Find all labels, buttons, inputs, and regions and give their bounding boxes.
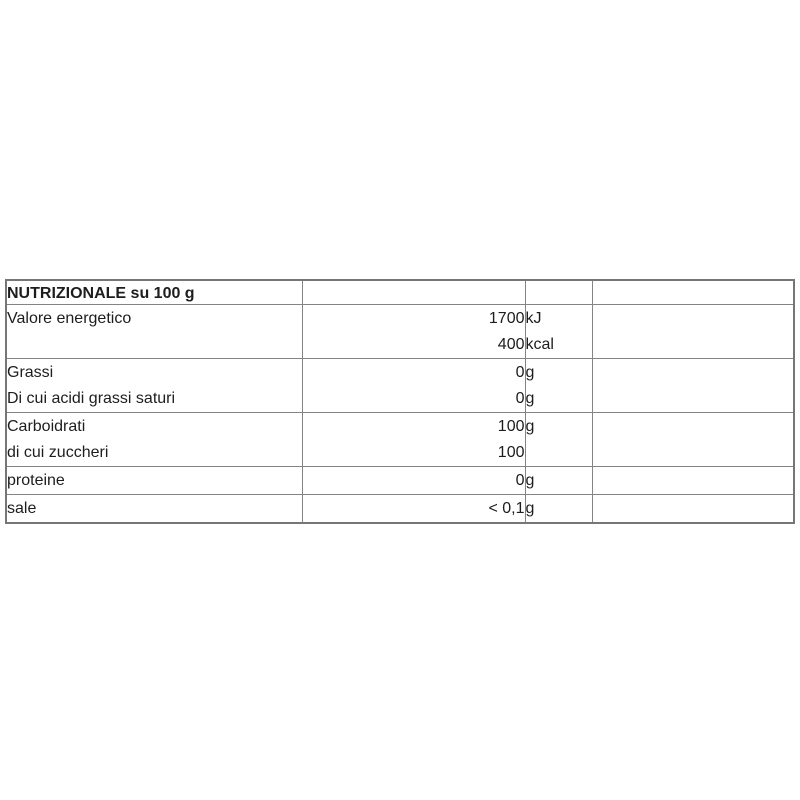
value-cell: 0 — [301, 466, 526, 495]
value-cell: < 0,1 — [301, 494, 526, 524]
value-text: 400 — [497, 336, 525, 353]
value-text: 1700 — [488, 310, 525, 327]
unit-text: kJ — [525, 310, 542, 327]
unit-cell: g g — [524, 358, 593, 413]
unit-text: kcal — [525, 336, 554, 353]
notes-cell — [591, 304, 795, 359]
table-title-cell: NUTRIZIONALE su 100 g — [5, 279, 303, 305]
value-text: 0 — [515, 364, 525, 381]
unit-text: g — [525, 364, 535, 381]
nutrient-sublabel: di cui zuccheri — [7, 444, 109, 461]
unit-cell: g — [524, 466, 593, 495]
nutrient-cell: Carboidrati di cui zuccheri — [5, 412, 303, 467]
header-empty-notes-cell — [591, 279, 795, 305]
nutrient-label: Carboidrati — [7, 418, 86, 435]
table-row-fat: Grassi Di cui acidi grassi saturi 0 0 g … — [5, 358, 795, 413]
value-cell: 100 100 — [301, 412, 526, 467]
unit-text: g — [525, 390, 535, 407]
unit-cell: g — [524, 412, 593, 467]
nutrient-sublabel: Di cui acidi grassi saturi — [7, 390, 176, 407]
nutrient-label: Valore energetico — [7, 310, 132, 327]
table-row-energy: Valore energetico 1700 400 kJ kcal — [5, 304, 795, 359]
table-row-salt: sale < 0,1 g — [5, 494, 795, 524]
notes-cell — [591, 412, 795, 467]
notes-cell — [591, 358, 795, 413]
value-text: 0 — [515, 390, 525, 407]
value-text: 100 — [497, 444, 525, 461]
nutrient-cell: proteine — [5, 466, 303, 495]
value-text: < 0,1 — [488, 500, 525, 517]
notes-cell — [591, 466, 795, 495]
unit-text: g — [525, 418, 535, 435]
header-empty-value-cell — [301, 279, 526, 305]
unit-text: g — [525, 472, 535, 489]
table-row-carbohydrates: Carboidrati di cui zuccheri 100 100 g — [5, 412, 795, 467]
nutrient-label: sale — [7, 500, 37, 517]
nutrient-cell: Grassi Di cui acidi grassi saturi — [5, 358, 303, 413]
nutrient-label: Grassi — [7, 364, 54, 381]
table-title: NUTRIZIONALE su 100 g — [7, 285, 195, 302]
unit-cell: g — [524, 494, 593, 524]
nutrient-label: proteine — [7, 472, 65, 489]
nutrient-cell: Valore energetico — [5, 304, 303, 359]
value-text: 0 — [515, 472, 525, 489]
nutrition-table-container: NUTRIZIONALE su 100 g Valore energetico … — [5, 279, 795, 524]
value-cell: 0 0 — [301, 358, 526, 413]
unit-text: g — [525, 500, 535, 517]
nutrient-cell: sale — [5, 494, 303, 524]
table-row-protein: proteine 0 g — [5, 466, 795, 495]
nutrition-table: NUTRIZIONALE su 100 g Valore energetico … — [5, 279, 795, 524]
value-text: 100 — [497, 418, 525, 435]
table-header-row: NUTRIZIONALE su 100 g — [5, 279, 795, 305]
unit-cell: kJ kcal — [524, 304, 593, 359]
header-empty-unit-cell — [524, 279, 593, 305]
notes-cell — [591, 494, 795, 524]
value-cell: 1700 400 — [301, 304, 526, 359]
